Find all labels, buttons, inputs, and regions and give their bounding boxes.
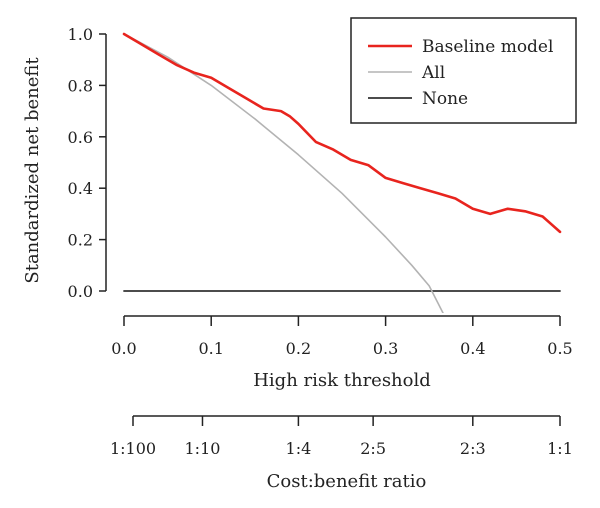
y-tick-label: 0.4 bbox=[68, 179, 93, 198]
legend-label: Baseline model bbox=[422, 37, 553, 57]
y-tick-label: 0.8 bbox=[68, 76, 93, 95]
y-tick-label: 1.0 bbox=[68, 25, 93, 44]
x-tick-label: 0.3 bbox=[373, 339, 398, 358]
y-tick-label: 0.6 bbox=[68, 128, 93, 147]
secondary-tick-label: 1:4 bbox=[286, 439, 312, 458]
x-tick-label: 0.5 bbox=[547, 339, 572, 358]
secondary-tick-label: 1:1 bbox=[547, 439, 573, 458]
secondary-tick-label: 2:5 bbox=[360, 439, 386, 458]
x-tick-label: 0.0 bbox=[111, 339, 136, 358]
y-axis-title: Standardized net benefit bbox=[22, 57, 43, 284]
secondary-tick-label: 1:100 bbox=[110, 439, 156, 458]
series-line-baseline-model bbox=[122, 32, 562, 234]
x-axis-title: High risk threshold bbox=[253, 370, 431, 391]
legend-box bbox=[350, 17, 577, 124]
legend-label: None bbox=[422, 89, 468, 109]
x-tick-label: 0.4 bbox=[460, 339, 485, 358]
legend: Baseline model All None bbox=[350, 17, 577, 124]
legend-label: All bbox=[421, 63, 445, 83]
secondary-tick-label: 1:10 bbox=[185, 439, 221, 458]
series-lines bbox=[122, 32, 562, 313]
y-tick-label: 0.2 bbox=[68, 231, 93, 250]
secondary-tick-label: 2:3 bbox=[460, 439, 486, 458]
x-tick-label: 0.2 bbox=[286, 339, 311, 358]
y-tick-label: 0.0 bbox=[68, 282, 93, 301]
x-tick-label: 0.1 bbox=[198, 339, 223, 358]
axes: 0.0 0.2 0.4 0.6 0.8 1.0 Standardized net benef… bbox=[22, 25, 573, 492]
secondary-axis-title: Cost:benefit ratio bbox=[267, 471, 427, 492]
